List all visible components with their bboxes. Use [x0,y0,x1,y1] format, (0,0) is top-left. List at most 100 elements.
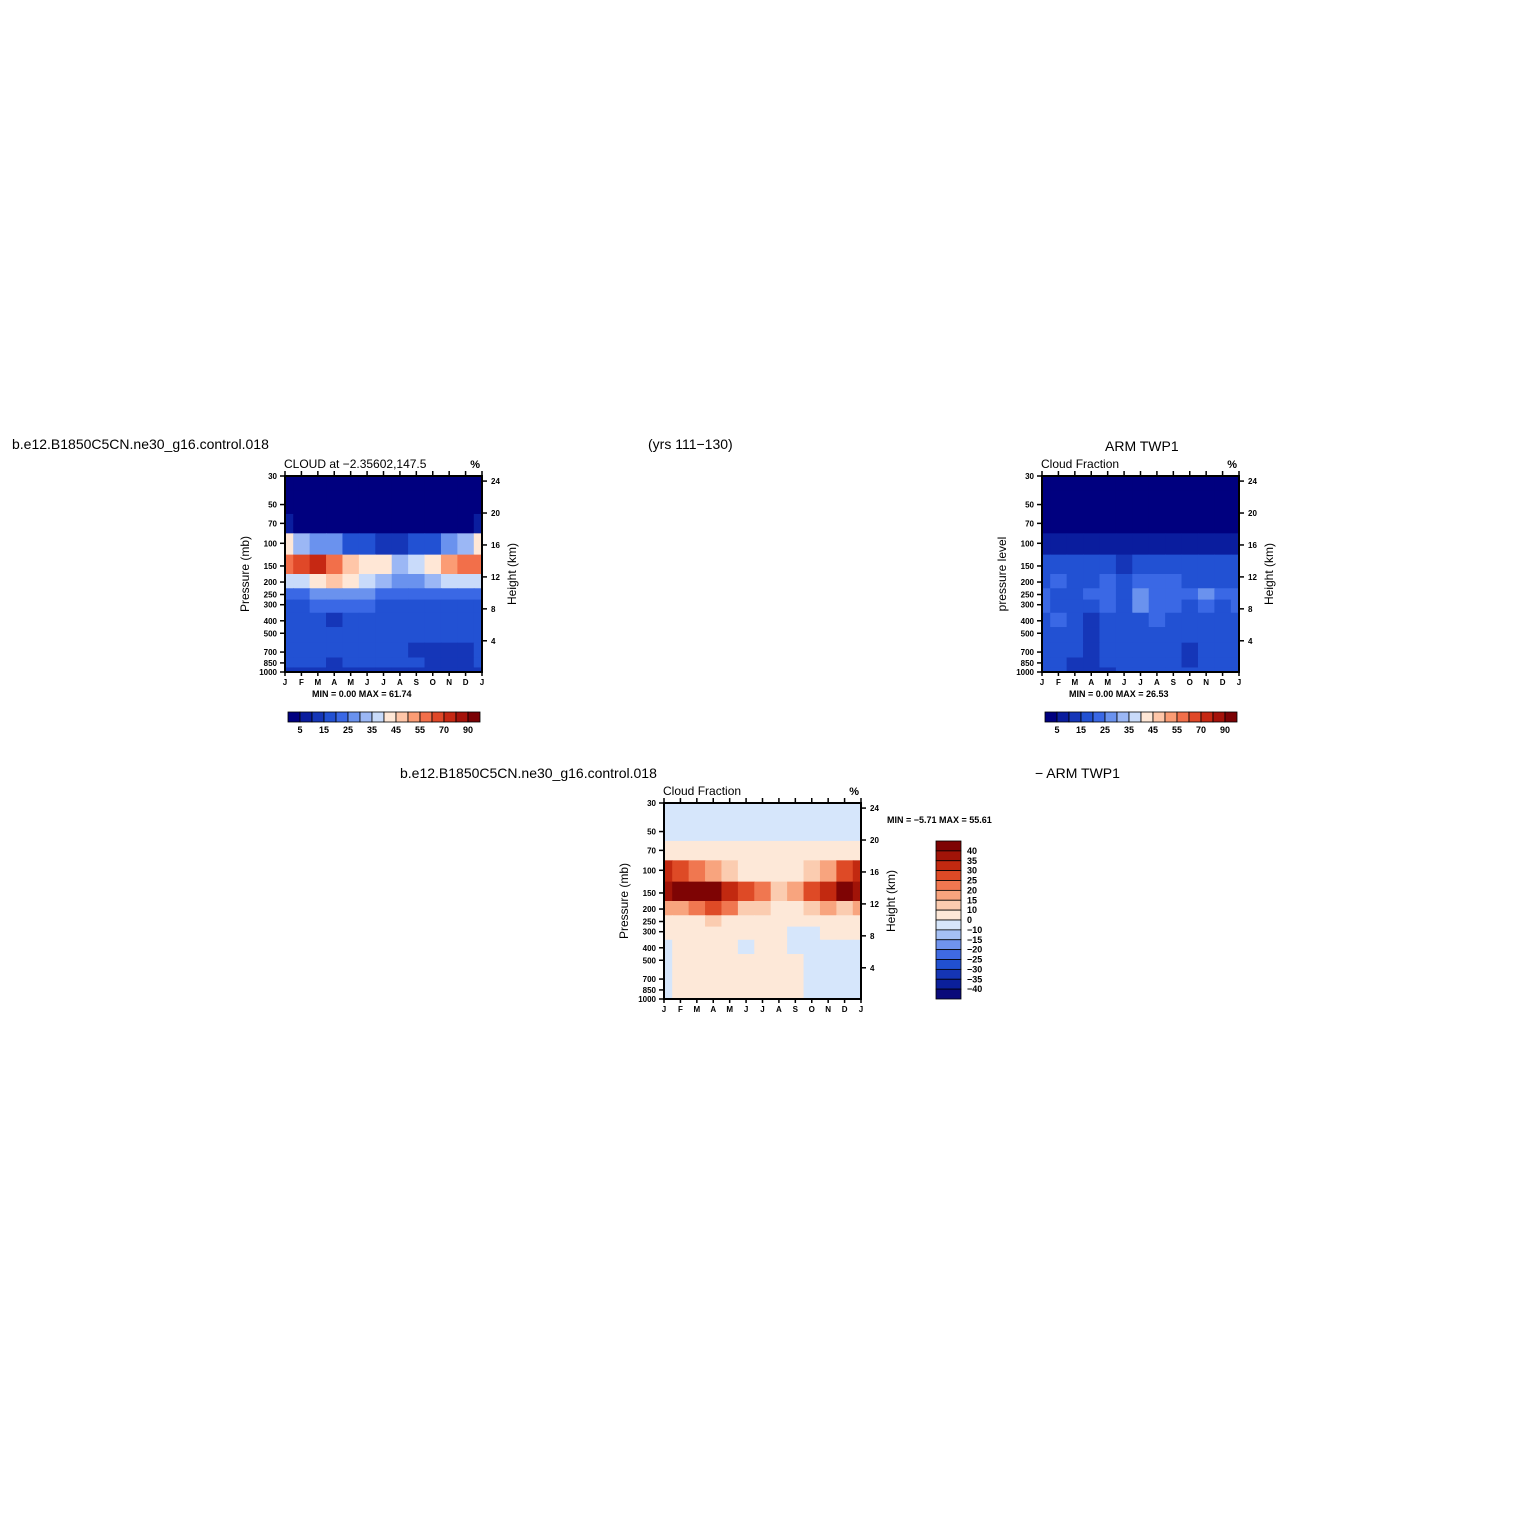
y-tick-label: 250 [264,591,278,600]
y-tick-label: 700 [264,648,278,657]
field-cell [754,969,772,986]
colorbar-swatch [1104,711,1118,723]
colorbar-swatch [359,711,373,723]
field-cell [852,840,862,861]
field-cell [1083,476,1101,491]
field-cell [819,915,837,928]
y-tick-label: 200 [1021,578,1035,587]
field-cell [1197,667,1215,673]
y-right-tick-label: 24 [1248,477,1257,486]
field-cell [408,667,426,673]
y-tick-label: 850 [264,659,278,668]
x-tick-label: O [1187,678,1193,687]
field-cell [473,476,483,491]
field-cell [1066,588,1084,601]
x-tick-label: J [1040,678,1044,687]
field-cell [391,588,409,601]
y-tick-label: 500 [1021,629,1035,638]
field-cell [1148,627,1166,644]
field-cell [1042,642,1051,659]
field-cell [1214,642,1232,659]
field-cell [672,881,690,902]
x-tick-label: D [842,1005,848,1014]
field-cell [1066,574,1084,589]
field-cell [358,642,376,659]
field-cell [1230,588,1240,601]
field-cell [1181,574,1199,589]
field-cell [754,860,772,883]
field-cell [1099,554,1117,575]
field-cell [803,881,821,902]
colorbar-swatch [935,909,962,921]
field-cell [819,860,837,883]
field-cell [342,588,360,601]
field-cell [326,588,344,601]
field-cell [672,803,690,818]
field-cell [1181,513,1199,534]
x-tick-label: J [744,1005,748,1014]
y-tick-label: 400 [1021,617,1035,626]
field-cell [293,476,311,491]
y-tick-label: 1000 [1016,668,1034,677]
field-cell [391,612,409,628]
field-cell [1132,588,1150,601]
field-cell [457,588,475,601]
colorbar-swatch [1080,711,1094,723]
field-cell [1099,574,1117,589]
field-cell [1148,667,1166,673]
field-cell [1197,574,1215,589]
field-cell [473,554,483,575]
field-cell [1181,657,1199,669]
field-cell [770,954,788,971]
y-tick-label: 250 [643,918,657,927]
colorbar-swatch [1092,711,1106,723]
field-cell [1115,612,1133,628]
field-cell [836,881,854,902]
plot-title: Cloud Fraction [663,784,741,798]
field-cell [375,513,393,534]
field-cell [1165,599,1183,614]
field-cell [440,599,458,614]
field-cell [836,984,854,996]
x-tick-label: J [1122,678,1126,687]
field-cell [408,599,426,614]
field-cell [309,642,327,659]
field-cell [1214,599,1232,614]
field-cell [375,588,393,601]
field-cell [737,984,755,996]
field-cell [1132,612,1150,628]
field-cell [342,642,360,659]
field-cell [1148,533,1166,556]
field-cell [1083,554,1101,575]
field-cell [1165,642,1183,659]
field-cell [1230,627,1240,644]
field-cell [1214,612,1232,628]
field-cell [1050,599,1068,614]
field-cell [1115,490,1133,515]
field-cell [705,954,723,971]
x-tick-label: A [710,1005,716,1014]
field-cell [787,969,805,986]
field-cell [1197,588,1215,601]
field-cell [852,915,862,928]
field-cell [705,926,723,941]
field-cell [408,490,426,515]
field-cell [293,612,311,628]
colorbar-swatch [1128,711,1142,723]
field-cell [342,533,360,556]
field-cell [1165,513,1183,534]
colorbar-swatch [1056,711,1070,723]
field-cell [664,939,673,955]
field-cell [1165,612,1183,628]
field-cell [688,984,706,996]
field-cell [721,939,739,955]
field-cell [1115,667,1133,673]
field-cell [1042,554,1051,575]
field-cell [737,901,755,916]
field-cell [1115,642,1133,659]
colorbar-swatch [935,978,962,990]
field-cell [819,994,837,1000]
field-cell [285,554,294,575]
x-tick-label: J [480,678,484,687]
